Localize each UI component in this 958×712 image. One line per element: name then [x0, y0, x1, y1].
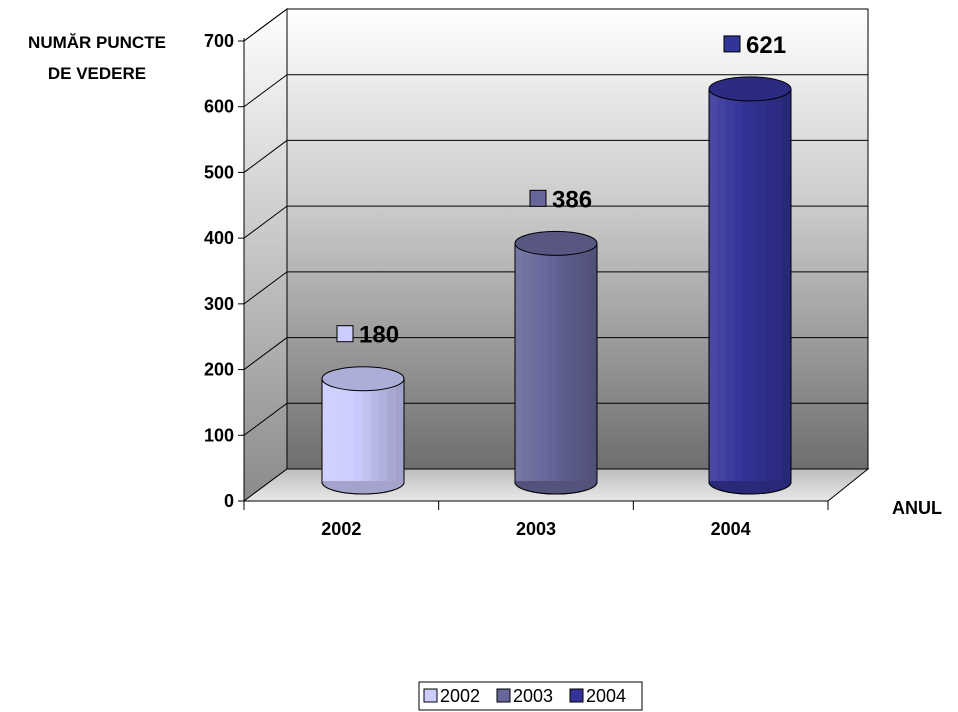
bar-outline: [514, 243, 598, 495]
bar-outline: [708, 88, 792, 495]
bar-shade: [733, 88, 743, 483]
x-axis-ticks: 2002 2003 2004: [243, 501, 829, 539]
bar-shade: [547, 243, 557, 482]
bar-shade: [758, 88, 767, 483]
gridline-side: [243, 402, 288, 436]
bar-shade: [531, 243, 541, 482]
legend-swatch: [496, 688, 511, 703]
gridline-side: [243, 271, 288, 305]
bar-bottom: [515, 481, 597, 494]
bar-shade: [556, 243, 565, 482]
bar-shade: [338, 378, 348, 482]
bar-shade: [395, 378, 405, 482]
bar-shade: [774, 88, 784, 483]
y-axis-title-line-2: DE VEDERE: [48, 64, 146, 83]
gridline-side: [243, 140, 288, 173]
bar-top: [321, 366, 405, 392]
bar-shade: [354, 378, 364, 482]
legend: 2002 2003 2004: [418, 681, 643, 711]
bar-2003: [514, 230, 598, 495]
bar-shade: [766, 88, 776, 483]
data-label-key: [336, 325, 354, 343]
data-label: 386: [552, 186, 592, 213]
bar-shade: [725, 88, 735, 483]
bar-shade: [782, 88, 792, 483]
bar-shade: [717, 88, 726, 483]
y-axis-title-line-1: NUMĂR PUNCTE: [28, 33, 166, 52]
y-tick-label: 300: [204, 294, 234, 314]
bar-shade: [741, 88, 751, 483]
bar-shade: [523, 243, 532, 482]
bar-shade: [363, 378, 372, 482]
bar-bottom: [322, 481, 404, 494]
legend-swatch: [423, 688, 438, 703]
y-tick-label: 0: [224, 491, 234, 511]
gridline-side: [243, 74, 288, 108]
legend-label: 2004: [586, 686, 626, 706]
legend-box: [418, 681, 643, 711]
bar-shade: [750, 88, 759, 483]
side-wall: [243, 8, 288, 502]
bar-shade: [539, 243, 549, 482]
bar-shade: [371, 378, 380, 482]
bar-shade: [709, 88, 718, 483]
gridline-side: [243, 337, 288, 370]
legend-label: 2003: [513, 686, 553, 706]
bar-2002: [321, 366, 405, 495]
bar-top: [708, 76, 792, 102]
bar-shade: [572, 243, 582, 482]
y-tick-label: 100: [204, 425, 234, 445]
y-tick-label: 700: [204, 31, 234, 51]
y-tick-label: 500: [204, 162, 234, 182]
x-axis-title: ANUL: [892, 498, 942, 518]
bar-2004: [708, 76, 792, 495]
bar-shade: [330, 378, 339, 482]
y-tick-label: 400: [204, 228, 234, 248]
y-tick-label: 200: [204, 360, 234, 380]
x-tick-label: 2004: [711, 519, 751, 539]
y-axis-title: NUMĂR PUNCTE DE VEDERE: [28, 33, 166, 83]
bar-shade: [346, 378, 356, 482]
data-label: 180: [359, 322, 399, 349]
bar-shade: [580, 243, 590, 482]
gridline-side: [243, 205, 288, 239]
bar-shade: [588, 243, 598, 482]
bar-bottom: [709, 481, 791, 494]
bar-shade: [564, 243, 573, 482]
bars: [321, 76, 792, 495]
legend-swatch: [569, 688, 584, 703]
bar-outline: [321, 378, 405, 495]
data-label: 621: [746, 32, 786, 59]
y-tick-label: 600: [204, 97, 234, 117]
bar-shade: [387, 378, 397, 482]
data-label-key: [529, 189, 547, 207]
legend-label: 2002: [440, 686, 480, 706]
bar-shade: [515, 243, 524, 482]
bar-shade: [322, 378, 331, 482]
data-labels: 180 386 621: [336, 32, 786, 349]
y-axis-ticks: 0 100 200 300 400 500 600 700: [204, 31, 244, 511]
x-tick-label: 2002: [321, 519, 361, 539]
gridline-side: [243, 8, 288, 42]
data-label-key: [723, 35, 741, 53]
x-tick-label: 2003: [516, 519, 556, 539]
bar-top: [514, 230, 598, 256]
bar-shade: [379, 378, 389, 482]
